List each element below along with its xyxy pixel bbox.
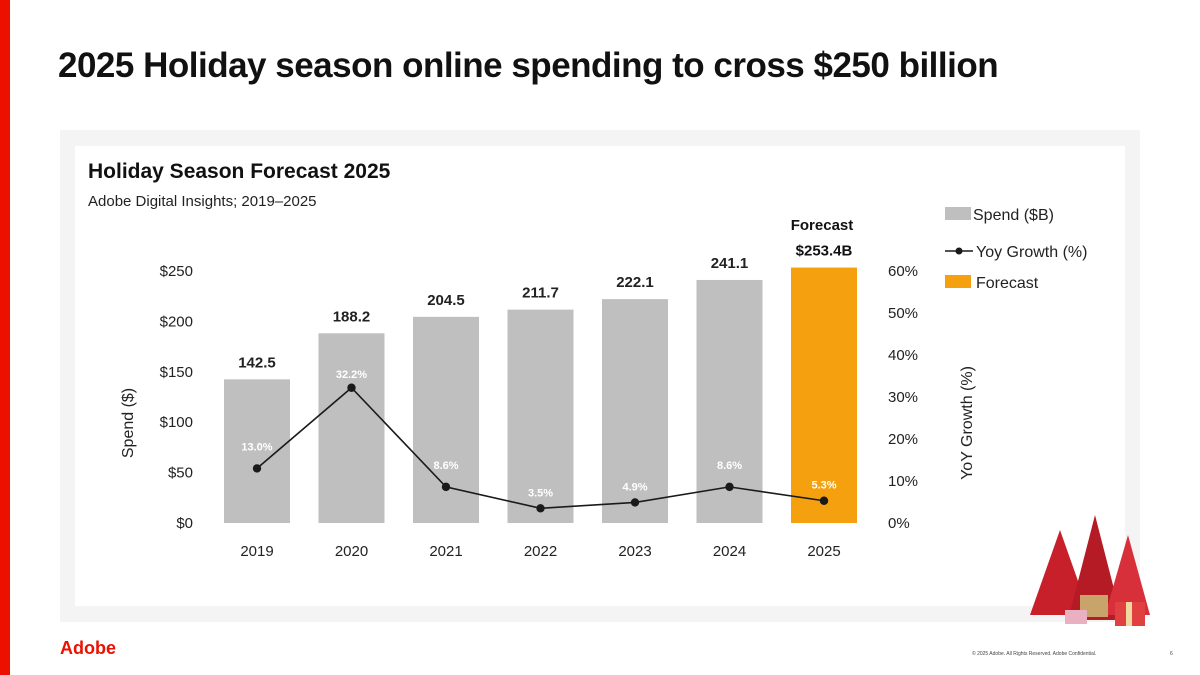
adobe-logo: Adobe	[60, 638, 116, 658]
growth-point	[441, 482, 451, 492]
y2-tick-label: 20%	[888, 431, 918, 448]
brand-accent-bar	[0, 0, 10, 675]
growth-value-label: 32.2%	[336, 369, 367, 381]
y2-tick-label: 0%	[888, 515, 910, 532]
bars: 142.5 188.2 204.5 211.7 222.1 241.1 $253.4B	[224, 243, 857, 523]
legend-label-spend: Spend ($B)	[973, 207, 1054, 224]
bar-value-label: 142.5	[238, 354, 276, 371]
y-tick-label: $150	[160, 364, 193, 381]
x-tick-label: 2021	[429, 543, 462, 560]
x-tick-label: 2025	[807, 543, 840, 560]
growth-point	[252, 464, 262, 473]
bar-value-label: 211.7	[522, 285, 559, 302]
growth-value-label: 3.5%	[528, 487, 553, 499]
y-tick-label: $0	[176, 515, 193, 532]
x-tick-label: 2024	[713, 543, 746, 560]
legend-label-forecast: Forecast	[976, 275, 1039, 292]
y2-axis-title: YoY Growth (%)	[959, 366, 976, 480]
bar-value-label: 204.5	[427, 292, 465, 309]
y-tick-label: $100	[160, 414, 193, 431]
bar-value-label: $253.4B	[796, 243, 853, 260]
copyright-footer: © 2025 Adobe. All Rights Reserved. Adobe…	[972, 651, 1097, 657]
forecast-bar	[791, 267, 857, 523]
spend-bar	[602, 299, 668, 523]
y-tick-label: $250	[160, 263, 193, 280]
y2-tick-label: 10%	[888, 473, 918, 490]
growth-point	[725, 482, 734, 492]
growth-value-label: 5.3%	[811, 480, 836, 492]
bar-value-label: 222.1	[616, 274, 654, 291]
growth-point	[630, 498, 640, 507]
growth-value-label: 8.6%	[433, 460, 458, 472]
growth-value-label: 8.6%	[717, 460, 742, 472]
y2-axis-ticks: 0% 10% 20% 30% 40% 50% 60%	[888, 263, 918, 532]
bar-value-label: 241.1	[711, 255, 749, 272]
chart-subtitle: Adobe Digital Insights; 2019–2025	[88, 193, 317, 210]
growth-line: 13.0% 32.2% 8.6% 3.5% 4.9% 8.6% 5.3%	[241, 369, 837, 513]
x-tick-label: 2022	[524, 543, 557, 560]
spend-bar	[696, 279, 763, 523]
legend-swatch-spend	[945, 207, 971, 220]
growth-point	[536, 504, 545, 513]
y-tick-label: $200	[160, 313, 193, 330]
growth-value-label: 13.0%	[241, 441, 272, 453]
x-tick-label: 2023	[618, 543, 651, 560]
christmas-trees-decoration	[1020, 510, 1170, 640]
spend-bar	[507, 309, 574, 523]
y2-tick-label: 50%	[888, 305, 918, 322]
legend-label-growth: Yoy Growth (%)	[976, 244, 1087, 261]
forecast-annotation: Forecast	[791, 217, 854, 234]
y-axis-title: Spend ($)	[120, 388, 137, 458]
y2-tick-label: 40%	[888, 347, 918, 364]
spend-bar	[224, 379, 290, 523]
chart-title: Holiday Season Forecast 2025	[88, 160, 391, 183]
spend-bar	[318, 333, 385, 523]
legend: Spend ($B) Yoy Growth (%) Forecast	[945, 207, 1087, 292]
y-tick-label: $50	[168, 465, 193, 482]
legend-swatch-growth-dot	[955, 247, 963, 255]
y2-tick-label: 60%	[888, 263, 918, 280]
y-axis-ticks: $0 $50 $100 $150 $200 $250	[160, 263, 193, 532]
legend-swatch-forecast	[945, 275, 971, 288]
chart-card	[75, 146, 1125, 606]
growth-point	[819, 496, 829, 505]
slide-title: 2025 Holiday season online spending to c…	[58, 46, 999, 85]
growth-value-label: 4.9%	[622, 481, 647, 493]
x-tick-label: 2020	[335, 543, 368, 560]
page-number: 6	[1170, 651, 1173, 657]
growth-point	[347, 383, 356, 392]
y2-tick-label: 30%	[888, 389, 918, 406]
bar-value-label: 188.2	[333, 308, 371, 325]
x-tick-label: 2019	[240, 543, 273, 560]
x-axis-ticks: 2019 2020 2021 2022 2023 2024 2025	[240, 543, 840, 560]
